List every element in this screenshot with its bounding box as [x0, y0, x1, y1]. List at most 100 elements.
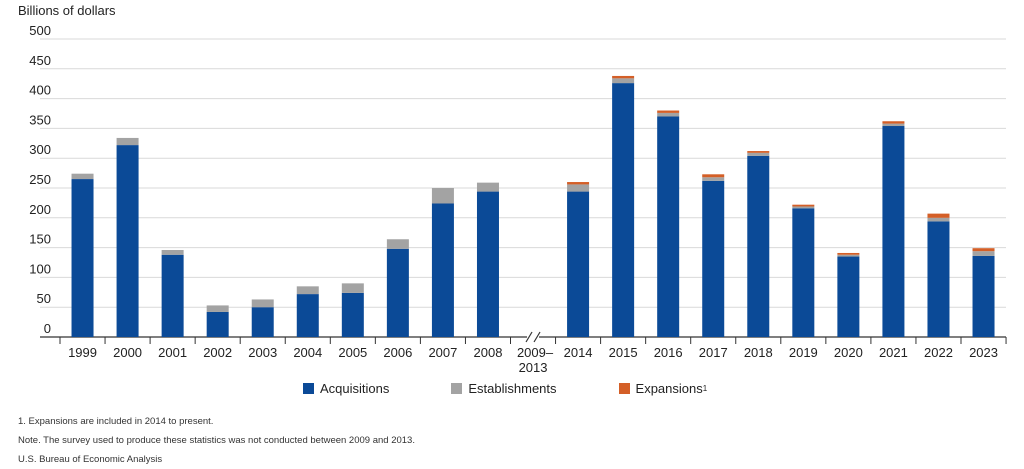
bar-acquisitions	[161, 254, 184, 337]
bar-acquisitions	[657, 116, 680, 337]
y-tick-label: 450	[29, 53, 51, 68]
legend-item-expansions: Expansions 1	[618, 381, 708, 396]
legend-label-establishments: Establishments	[468, 381, 557, 396]
bar-acquisitions	[567, 191, 590, 337]
bar-acquisitions	[71, 179, 94, 337]
x-tick-label: 2021	[879, 345, 908, 360]
bar-establishments	[296, 286, 319, 295]
x-tick-label: 1999	[68, 345, 97, 360]
axis-break-mask	[527, 332, 540, 342]
bar-acquisitions	[116, 145, 139, 337]
bar-acquisitions	[341, 292, 364, 337]
bar-expansions	[612, 75, 635, 79]
bar-expansions	[702, 174, 725, 178]
bar-acquisitions	[882, 126, 905, 338]
x-tick-label: 2014	[564, 345, 593, 360]
bar-expansions	[567, 182, 590, 185]
x-tick-label: 2001	[158, 345, 187, 360]
bar-acquisitions	[837, 256, 860, 337]
bar-establishments	[206, 305, 229, 312]
chart-notes: 1. Expansions are included in 2014 to pr…	[18, 412, 415, 469]
y-axis-unit-label: Billions of dollars	[18, 3, 116, 18]
bar-establishments	[116, 137, 139, 146]
source-line: U.S. Bureau of Economic Analysis	[18, 454, 163, 465]
bar-establishments	[927, 217, 950, 222]
bar-establishments	[837, 254, 860, 257]
legend-footnote-marker: 1	[702, 384, 708, 393]
bar-establishments	[251, 299, 274, 308]
bar-establishments	[792, 206, 815, 209]
legend-swatch-expansions	[618, 383, 630, 394]
bar-acquisitions	[296, 294, 319, 337]
bar-expansions	[927, 213, 950, 218]
bar-acquisitions	[431, 203, 454, 337]
y-tick-label: 150	[29, 232, 51, 247]
bar-establishments	[702, 177, 725, 181]
bar-establishments	[476, 182, 499, 192]
bar-acquisitions	[386, 248, 409, 337]
x-tick-label: 2007	[428, 345, 457, 360]
y-tick-label: 100	[29, 261, 51, 276]
bar-establishments	[567, 184, 590, 192]
bar-acquisitions	[251, 307, 274, 337]
y-tick-label: 400	[29, 83, 51, 98]
x-tick-label: 2008	[474, 345, 503, 360]
x-tick-label: 2015	[609, 345, 638, 360]
x-tick-label: 2002	[203, 345, 232, 360]
bar-expansions	[837, 252, 860, 255]
bar-acquisitions	[612, 83, 635, 337]
y-tick-label: 350	[29, 112, 51, 127]
legend-label-acquisitions: Acquisitions	[320, 381, 390, 396]
survey-note: Note. The survey used to produce these s…	[18, 435, 415, 446]
x-tick-label: 2019	[789, 345, 818, 360]
x-tick-label: 2022	[924, 345, 953, 360]
x-tick-label: 2009–	[517, 345, 554, 360]
bar-acquisitions	[206, 311, 229, 337]
bar-acquisitions	[747, 155, 770, 337]
bar-establishments	[972, 251, 995, 256]
bar-expansions	[747, 151, 770, 153]
y-tick-label: 50	[37, 291, 51, 306]
x-tick-label: 2020	[834, 345, 863, 360]
bar-acquisitions	[927, 221, 950, 337]
footnote-expansions: 1. Expansions are included in 2014 to pr…	[18, 416, 214, 427]
bar-expansions	[972, 248, 995, 252]
y-tick-label: 250	[29, 172, 51, 187]
bar-establishments	[747, 152, 770, 156]
x-tick-label: 2004	[293, 345, 322, 360]
x-tick-label: 2000	[113, 345, 142, 360]
legend-item-acquisitions: Acquisitions	[303, 381, 389, 396]
bar-establishments	[386, 239, 409, 249]
bar-expansions	[657, 110, 680, 113]
x-tick-label: 2003	[248, 345, 277, 360]
x-tick-label: 2005	[338, 345, 367, 360]
bar-establishments	[612, 78, 635, 84]
y-tick-label: 300	[29, 142, 51, 157]
y-tick-label: 0	[44, 321, 51, 336]
legend-swatch-acquisitions	[303, 383, 314, 394]
chart-legend: Acquisitions Establishments Expansions 1	[303, 381, 769, 396]
legend-swatch-establishments	[451, 383, 463, 394]
y-tick-label: 200	[29, 202, 51, 217]
bar-establishments	[161, 249, 184, 255]
x-tick-label: 2006	[383, 345, 412, 360]
legend-label-expansions: Expansions	[635, 381, 703, 396]
bar-expansions	[882, 121, 905, 124]
bar-expansions	[792, 204, 815, 207]
x-tick-label: 2023	[969, 345, 998, 360]
bar-acquisitions	[972, 255, 995, 337]
x-tick-label: 2017	[699, 345, 728, 360]
bar-acquisitions	[702, 180, 725, 337]
bar-establishments	[341, 283, 364, 293]
bar-establishments	[657, 112, 680, 117]
x-tick-label: 2018	[744, 345, 773, 360]
bar-acquisitions	[792, 208, 815, 337]
bar-establishments	[431, 188, 454, 204]
stacked-bar-chart: 0 50 100 150 200 250 300 350 400 450 500 1999 2000 20…	[29, 23, 1007, 375]
bar-establishments	[882, 123, 905, 127]
x-tick-label: 2013	[519, 360, 548, 375]
y-tick-label: 500	[29, 23, 51, 38]
bar-acquisitions	[476, 191, 499, 337]
axis-break-mark	[533, 331, 541, 343]
axis-break-mark	[525, 331, 533, 343]
